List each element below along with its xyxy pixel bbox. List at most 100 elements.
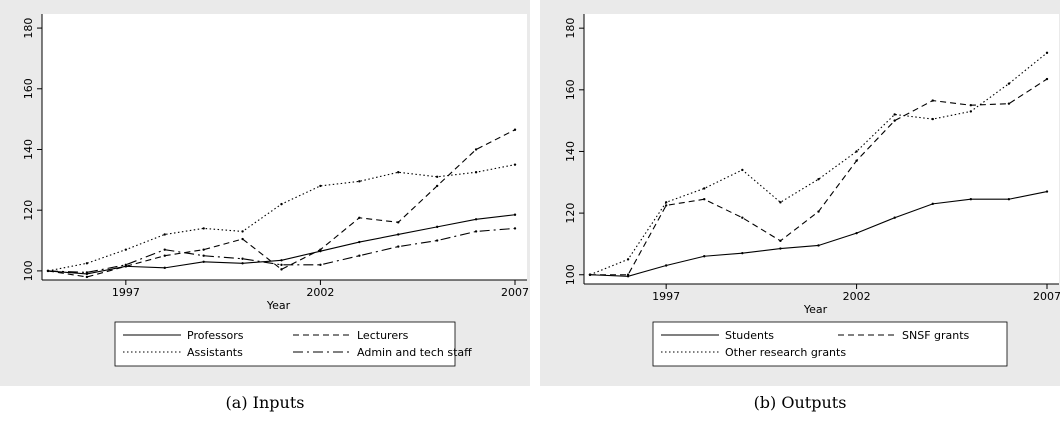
legend — [114, 321, 456, 367]
point — [1045, 77, 1049, 81]
y-tick-label: 180 — [22, 18, 35, 39]
point — [703, 255, 706, 258]
point — [741, 251, 744, 255]
x-tick-label: 2002 — [843, 290, 871, 303]
point — [435, 184, 439, 188]
point — [397, 221, 400, 224]
point — [202, 254, 205, 257]
y-tick-label: 180 — [564, 18, 577, 39]
point — [741, 168, 744, 172]
point — [241, 262, 244, 265]
point — [202, 260, 205, 263]
point — [46, 269, 50, 273]
y-tick-label: 100 — [22, 260, 35, 281]
point — [474, 171, 478, 174]
point — [703, 198, 706, 201]
point — [969, 198, 973, 201]
panel: 100 120 140 160 180 1997 2002 2007 Year Professor… — [0, 0, 530, 412]
y-tick-label: 160 — [564, 79, 577, 100]
point — [358, 254, 361, 257]
x-tick-label: 1997 — [652, 290, 680, 303]
point — [893, 216, 896, 219]
point — [893, 119, 896, 122]
point — [241, 230, 244, 233]
point — [1007, 102, 1011, 105]
point — [163, 233, 166, 236]
point — [163, 254, 166, 257]
point — [626, 258, 630, 261]
point — [779, 201, 782, 204]
point — [163, 248, 166, 251]
legend-label: SNSF grants — [902, 329, 970, 342]
point — [664, 204, 668, 207]
point — [435, 175, 439, 178]
plot-area — [584, 14, 1059, 284]
y-tick-label: 120 — [564, 203, 577, 224]
point — [397, 233, 400, 236]
point — [435, 225, 439, 229]
point — [241, 237, 244, 241]
point — [588, 273, 592, 276]
point — [513, 163, 517, 166]
point — [1045, 51, 1049, 55]
point — [1007, 198, 1011, 201]
point — [664, 264, 668, 267]
x-tick-label: 2007 — [1033, 290, 1060, 303]
point — [319, 184, 322, 188]
point — [664, 201, 668, 204]
point — [855, 231, 858, 235]
point — [358, 240, 361, 244]
point — [202, 248, 205, 251]
legend-label: Other research grants — [725, 346, 846, 359]
point — [513, 227, 517, 230]
legend-label: Students — [725, 329, 774, 342]
plot-area — [42, 14, 527, 280]
legend — [652, 321, 1008, 367]
point — [241, 257, 244, 260]
point — [893, 113, 896, 116]
x-axis-title: Year — [803, 303, 828, 316]
point — [435, 239, 439, 242]
point — [817, 244, 820, 247]
caption: (b) Outputs — [754, 393, 847, 412]
legend-label: Assistants — [187, 346, 243, 359]
point — [397, 171, 400, 174]
y-tick-label: 140 — [564, 141, 577, 162]
point — [931, 202, 934, 206]
point — [779, 247, 782, 250]
point — [931, 117, 934, 121]
point — [319, 248, 322, 251]
legend-label: Professors — [187, 329, 244, 342]
y-tick-label: 140 — [22, 139, 35, 160]
point — [397, 245, 400, 248]
point — [280, 263, 283, 267]
point — [931, 99, 934, 102]
point — [1045, 190, 1049, 193]
x-tick-label: 2007 — [501, 286, 529, 299]
point — [855, 150, 858, 153]
x-tick-label: 1997 — [112, 286, 140, 299]
point — [817, 178, 820, 181]
x-tick-label: 2002 — [306, 286, 334, 299]
point — [280, 259, 283, 262]
point — [358, 216, 361, 219]
point — [202, 227, 205, 230]
legend-label: Lecturers — [357, 329, 409, 342]
point — [474, 230, 478, 233]
point — [779, 239, 782, 243]
point — [969, 110, 973, 113]
point — [817, 210, 820, 213]
point — [280, 268, 283, 271]
caption: (a) Inputs — [226, 393, 305, 412]
point — [280, 202, 283, 206]
point — [513, 128, 517, 131]
x-axis-title: Year — [266, 299, 291, 312]
point — [85, 262, 89, 265]
point — [969, 104, 973, 107]
point — [703, 187, 706, 190]
legend-label: Admin and tech staff — [357, 346, 472, 359]
y-tick-label: 100 — [564, 264, 577, 285]
point — [124, 248, 128, 251]
point — [741, 216, 744, 219]
